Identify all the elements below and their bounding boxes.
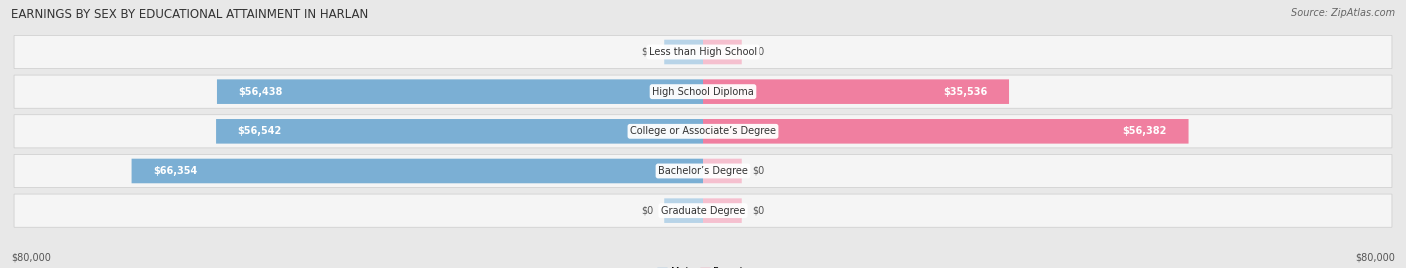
Text: $0: $0 bbox=[641, 47, 654, 57]
FancyBboxPatch shape bbox=[703, 198, 742, 223]
FancyBboxPatch shape bbox=[14, 35, 1392, 69]
FancyBboxPatch shape bbox=[664, 198, 703, 223]
Text: $35,536: $35,536 bbox=[943, 87, 987, 97]
Text: Less than High School: Less than High School bbox=[650, 47, 756, 57]
Text: $0: $0 bbox=[641, 206, 654, 216]
FancyBboxPatch shape bbox=[14, 154, 1392, 188]
Text: $56,542: $56,542 bbox=[238, 126, 281, 136]
Text: $0: $0 bbox=[752, 206, 765, 216]
FancyBboxPatch shape bbox=[703, 79, 1010, 104]
Text: Bachelor’s Degree: Bachelor’s Degree bbox=[658, 166, 748, 176]
FancyBboxPatch shape bbox=[217, 79, 703, 104]
Text: $56,382: $56,382 bbox=[1122, 126, 1167, 136]
Text: High School Diploma: High School Diploma bbox=[652, 87, 754, 97]
FancyBboxPatch shape bbox=[14, 115, 1392, 148]
FancyBboxPatch shape bbox=[703, 159, 742, 183]
Text: Source: ZipAtlas.com: Source: ZipAtlas.com bbox=[1291, 8, 1395, 18]
FancyBboxPatch shape bbox=[132, 159, 703, 183]
FancyBboxPatch shape bbox=[703, 40, 742, 64]
FancyBboxPatch shape bbox=[217, 119, 703, 144]
Text: EARNINGS BY SEX BY EDUCATIONAL ATTAINMENT IN HARLAN: EARNINGS BY SEX BY EDUCATIONAL ATTAINMEN… bbox=[11, 8, 368, 21]
FancyBboxPatch shape bbox=[703, 119, 1188, 144]
FancyBboxPatch shape bbox=[664, 40, 703, 64]
Text: $66,354: $66,354 bbox=[153, 166, 197, 176]
Text: $80,000: $80,000 bbox=[1355, 253, 1395, 263]
Text: $56,438: $56,438 bbox=[239, 87, 283, 97]
Text: College or Associate’s Degree: College or Associate’s Degree bbox=[630, 126, 776, 136]
FancyBboxPatch shape bbox=[14, 75, 1392, 108]
FancyBboxPatch shape bbox=[14, 194, 1392, 227]
Text: Graduate Degree: Graduate Degree bbox=[661, 206, 745, 216]
Text: $0: $0 bbox=[752, 166, 765, 176]
Legend: Male, Female: Male, Female bbox=[654, 263, 752, 268]
Text: $80,000: $80,000 bbox=[11, 253, 51, 263]
Text: $0: $0 bbox=[752, 47, 765, 57]
